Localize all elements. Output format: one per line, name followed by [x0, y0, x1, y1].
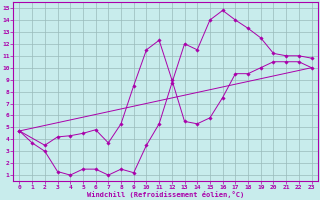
X-axis label: Windchill (Refroidissement éolien,°C): Windchill (Refroidissement éolien,°C) — [87, 191, 244, 198]
